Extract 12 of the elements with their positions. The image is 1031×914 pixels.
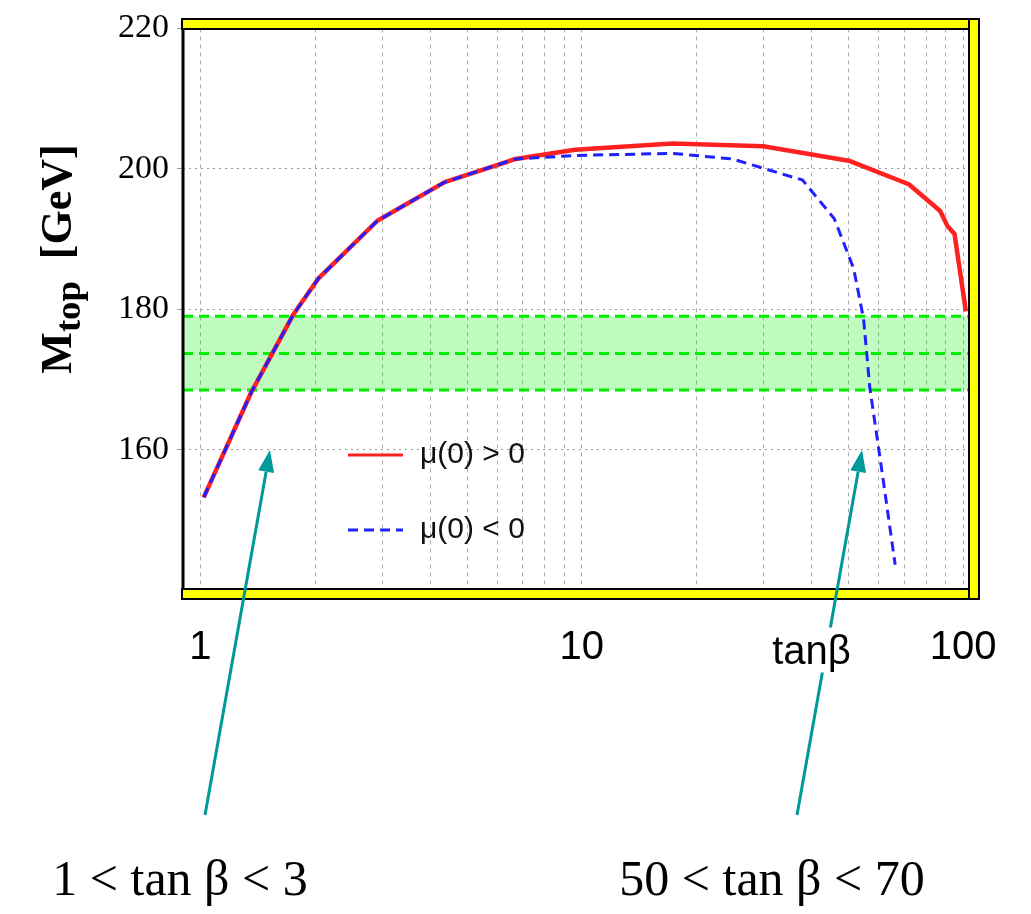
x-tick-label: 100 [929,623,997,668]
x-tick-label: 10 [559,623,605,668]
x-tick-label: 1 [189,623,212,668]
y-tick-label: 200 [118,147,169,185]
x-axis-title: tanβ [768,627,855,673]
y-tick-label: 160 [118,428,169,466]
text: 50 < tan β < 70 [619,849,925,907]
y-tick-label: 180 [118,288,169,326]
legend-label: μ(0) < 0 [420,511,525,545]
y-tick-label: 220 [118,7,169,45]
legend-label: μ(0) > 0 [420,436,525,470]
text: 1 < tan β < 3 [52,849,308,907]
